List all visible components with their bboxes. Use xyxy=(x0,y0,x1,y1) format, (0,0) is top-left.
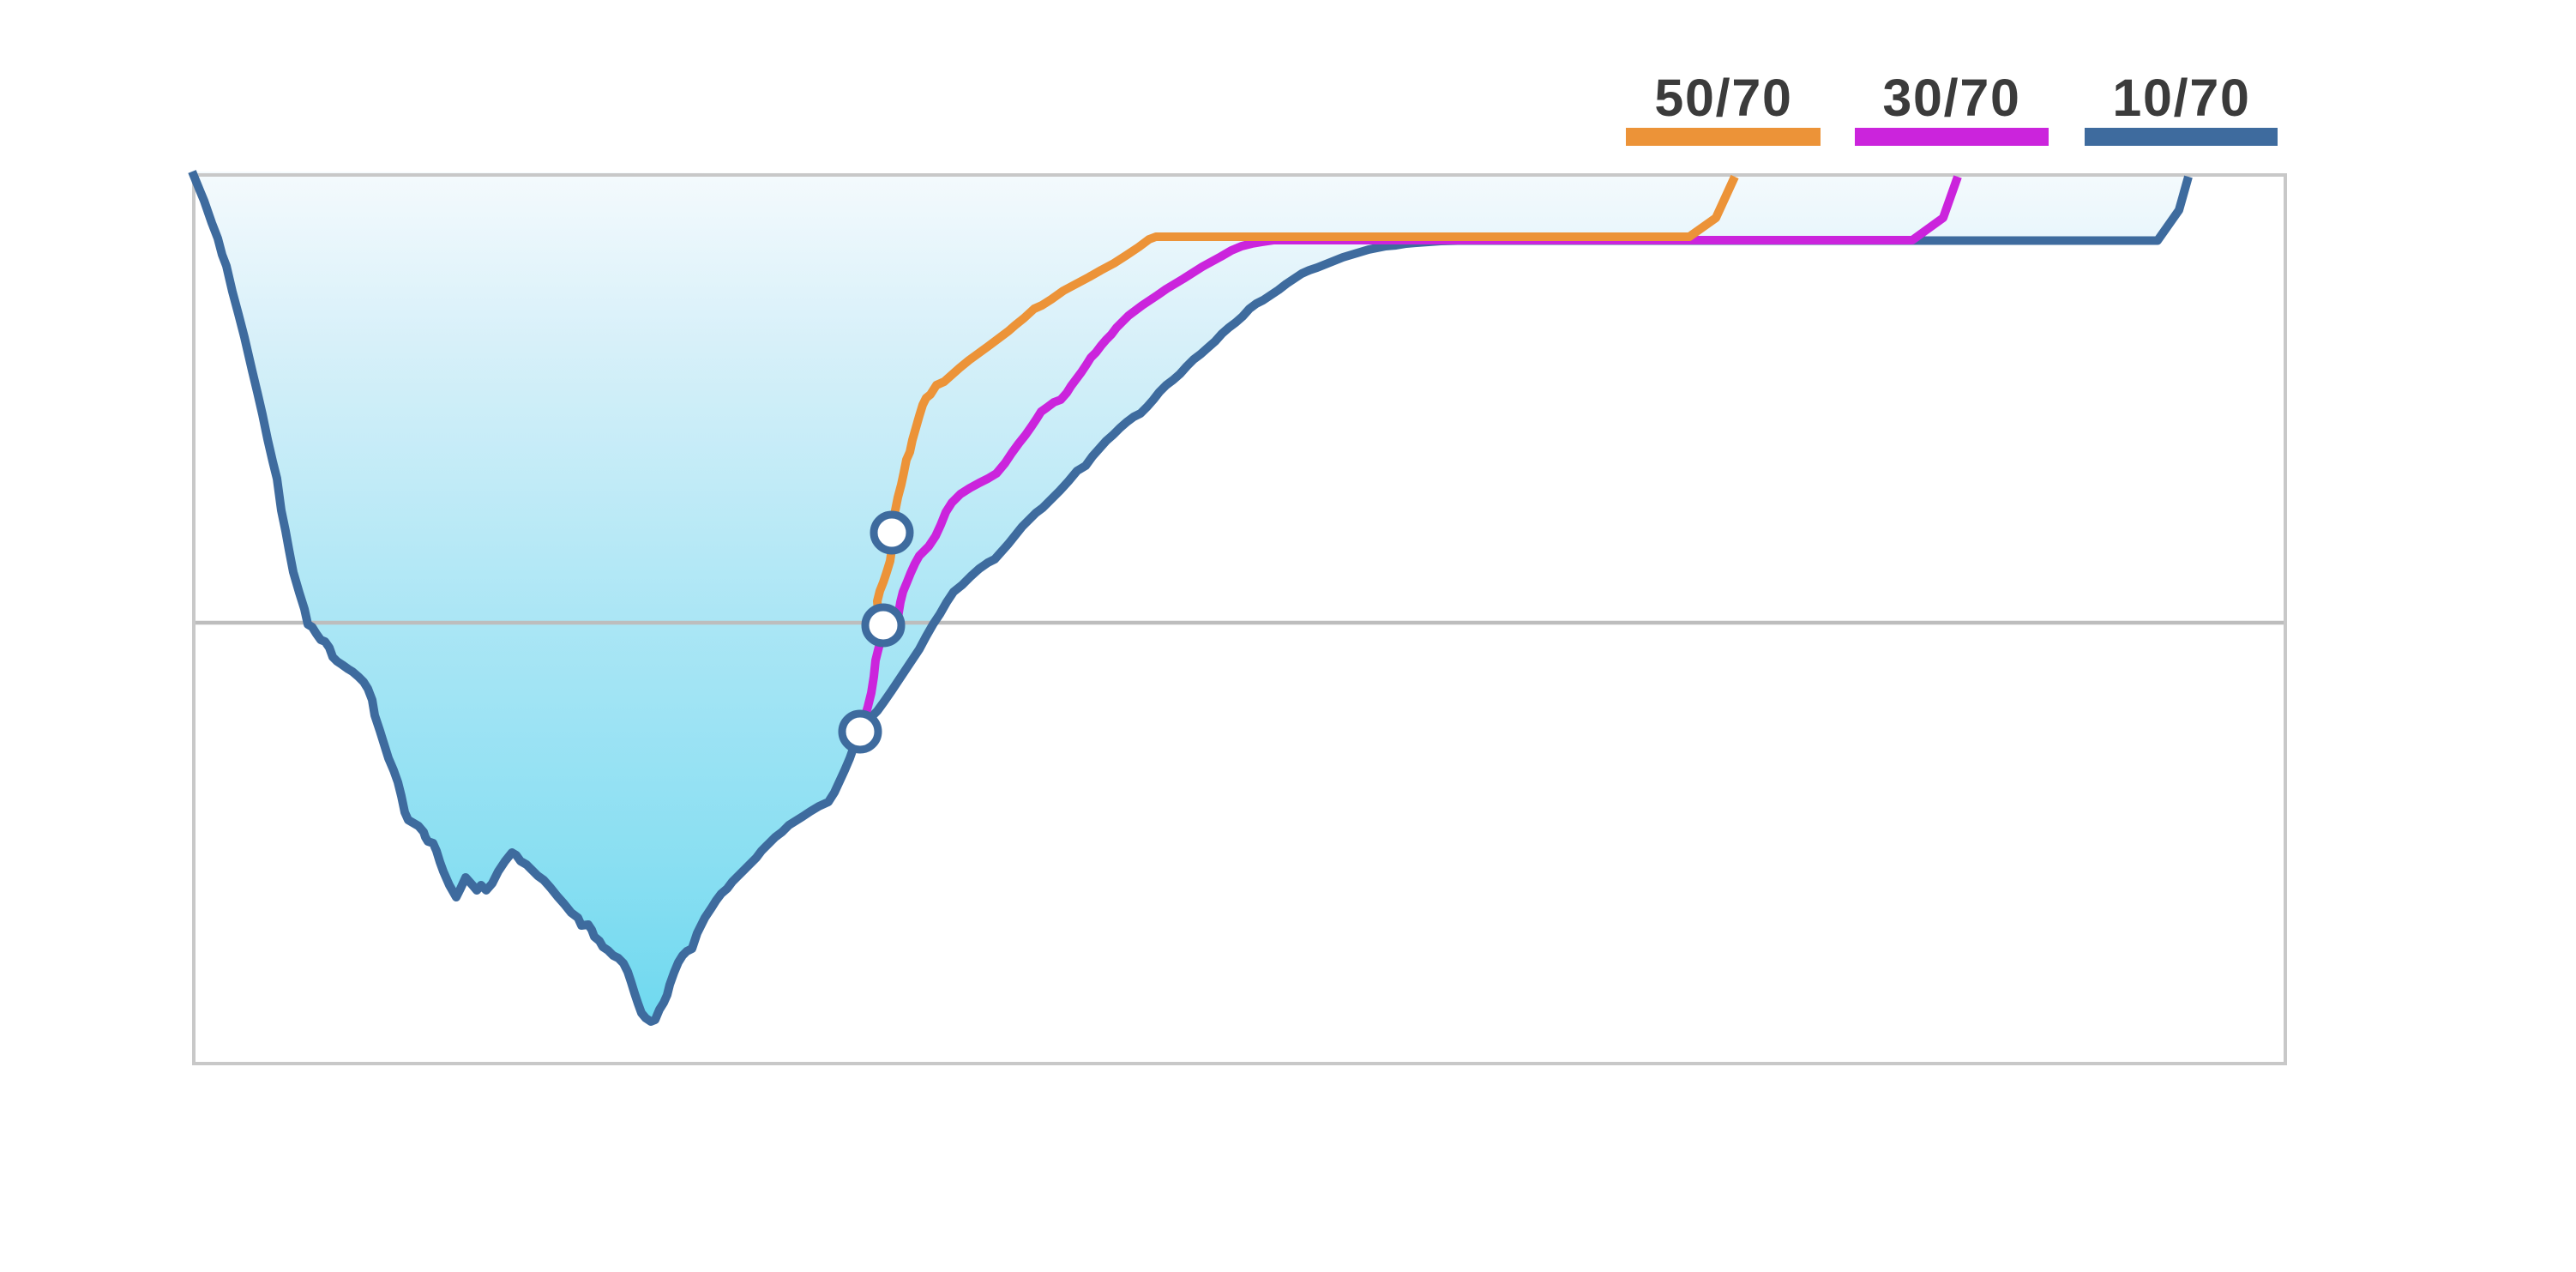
svg-text:50/70: 50/70 xyxy=(1654,69,1792,127)
svg-text:10/70: 10/70 xyxy=(2112,69,2250,127)
svg-text:30/70: 30/70 xyxy=(1882,69,2020,127)
